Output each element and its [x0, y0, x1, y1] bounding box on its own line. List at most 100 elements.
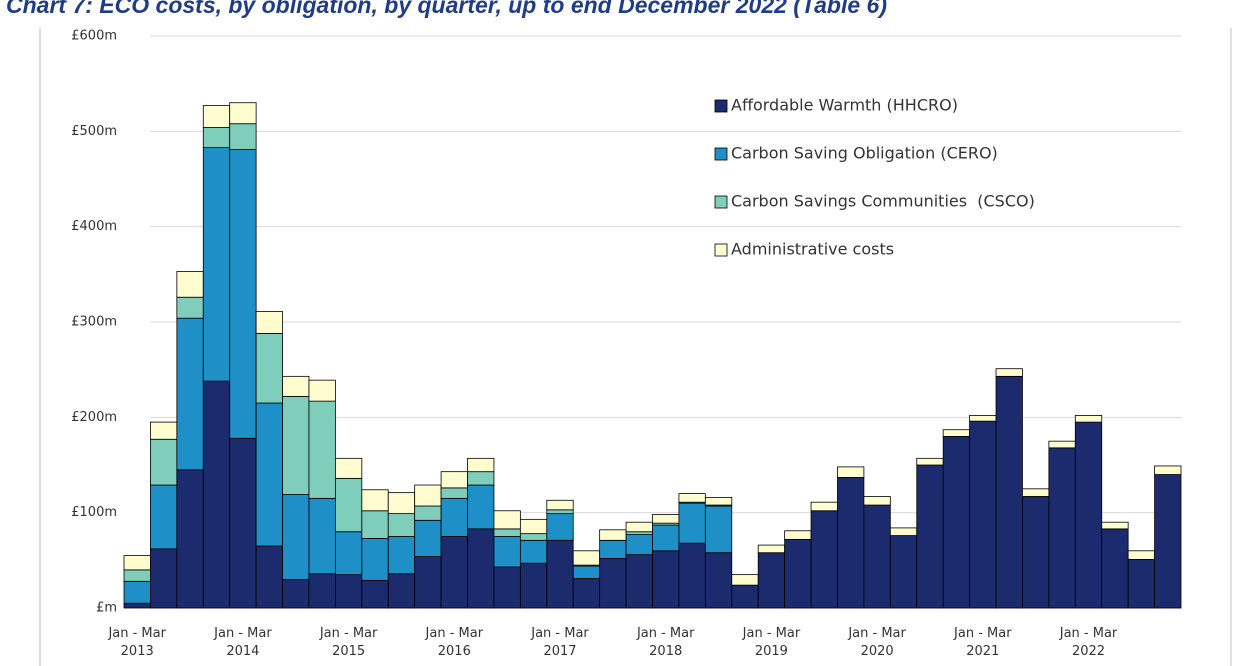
bar-segment — [123, 569, 151, 582]
bar-segment — [1074, 415, 1103, 423]
bar-segment — [599, 539, 627, 559]
bar-segment — [440, 497, 468, 537]
bar-segment — [1022, 488, 1050, 497]
bar-segment — [202, 380, 231, 609]
bar-segment — [387, 573, 416, 609]
bar-segment — [387, 536, 416, 575]
bar-segment — [150, 484, 178, 550]
bar-segment — [652, 524, 680, 552]
bar-segment — [229, 149, 257, 439]
bar-segment — [202, 105, 231, 128]
y-tick-label: £200m — [71, 410, 117, 425]
bar-segment — [837, 466, 865, 478]
bar-segment — [334, 477, 363, 533]
bar-segment — [546, 509, 574, 515]
bar-segment — [493, 510, 521, 530]
bar-segment — [308, 400, 336, 499]
bar-segment — [1074, 421, 1103, 609]
y-tick-label: £m — [96, 601, 117, 616]
bar-segment — [704, 505, 733, 554]
bar-segment — [414, 505, 442, 521]
bar-segment — [255, 545, 283, 609]
bar-segment — [757, 544, 786, 554]
bar-segment — [731, 584, 759, 609]
bar-segment — [414, 484, 442, 507]
x-tick-label: Jan - Mar 2020 — [848, 626, 906, 659]
bar-segment — [176, 317, 204, 471]
bar-segment — [440, 487, 468, 499]
bar-segment — [229, 123, 257, 150]
bar-segment — [889, 527, 918, 536]
bar-segment — [176, 469, 204, 609]
bar-segment — [150, 548, 178, 609]
bar-segment — [519, 518, 548, 535]
bar-segment — [678, 542, 706, 609]
bar-segment — [916, 464, 944, 609]
bar-segment — [810, 501, 838, 512]
bar-segment — [757, 552, 786, 609]
bar-segment — [942, 429, 970, 437]
bar-segment — [704, 552, 733, 609]
x-tick-label: Jan - Mar 2013 — [108, 626, 166, 659]
bar-segment — [1127, 550, 1155, 560]
legend-label: Affordable Warmth (HHCRO) — [731, 96, 958, 115]
bar-segment — [202, 127, 231, 148]
y-tick-label: £400m — [71, 219, 117, 234]
x-tick-label: Jan - Mar 2021 — [954, 626, 1012, 659]
bar-segment — [229, 437, 257, 609]
x-tick-label: Jan - Mar 2014 — [214, 626, 272, 659]
bar-segment — [969, 415, 997, 422]
bar-segment — [731, 574, 759, 586]
bar-segment — [123, 555, 151, 571]
bar-segment — [1154, 474, 1182, 609]
bar-segment — [546, 539, 574, 609]
bar-segment — [150, 421, 178, 440]
bar-segment — [572, 550, 601, 566]
legend-label: Administrative costs — [731, 240, 894, 259]
bar-segment — [361, 538, 389, 581]
bar-segment — [863, 496, 891, 506]
legend-swatch — [714, 147, 728, 161]
bar-segment — [387, 492, 416, 515]
bar-segment — [308, 497, 336, 575]
bar-segment — [361, 510, 389, 539]
bar-segment — [519, 562, 548, 609]
bar-segment — [599, 529, 627, 541]
bar-segment — [361, 489, 389, 512]
bar-segment — [652, 514, 680, 524]
bar-segment — [625, 531, 653, 535]
bar-segment — [995, 375, 1023, 609]
bar-segment — [493, 566, 521, 609]
bar-segment — [889, 535, 918, 609]
bar-segment — [467, 471, 495, 486]
bar-segment — [440, 471, 468, 489]
bar-segment — [1154, 465, 1182, 475]
bar-segment — [493, 528, 521, 537]
x-tick-label: Jan - Mar 2019 — [742, 626, 801, 659]
bar-segment — [678, 493, 706, 503]
legend-label: Carbon Saving Obligation (CERO) — [731, 144, 998, 163]
bar-segment — [123, 602, 151, 609]
bar-segment — [387, 513, 416, 537]
bar-segment — [334, 531, 363, 576]
y-tick-label: £500m — [71, 124, 117, 139]
bar-segment — [837, 476, 865, 609]
bar-segment — [176, 296, 204, 319]
bar-segment — [414, 556, 442, 609]
x-tick-label: Jan - Mar 2022 — [1059, 626, 1118, 659]
bar-segment — [572, 578, 601, 609]
bar-segment — [652, 550, 680, 609]
x-tick-label: Jan - Mar 2015 — [319, 626, 378, 659]
bar-segment — [969, 420, 997, 609]
bar-segment — [704, 497, 733, 506]
legend-label: Carbon Savings Communities (CSCO) — [731, 192, 1035, 211]
bar-segment — [599, 558, 627, 609]
bar-segment — [625, 521, 653, 533]
bar-segment — [784, 538, 812, 609]
y-tick-label: £100m — [71, 505, 117, 520]
y-tick-label: £300m — [71, 315, 117, 330]
bar-segment — [308, 379, 336, 402]
bar-segment — [942, 435, 970, 609]
bar-segment — [467, 457, 495, 473]
